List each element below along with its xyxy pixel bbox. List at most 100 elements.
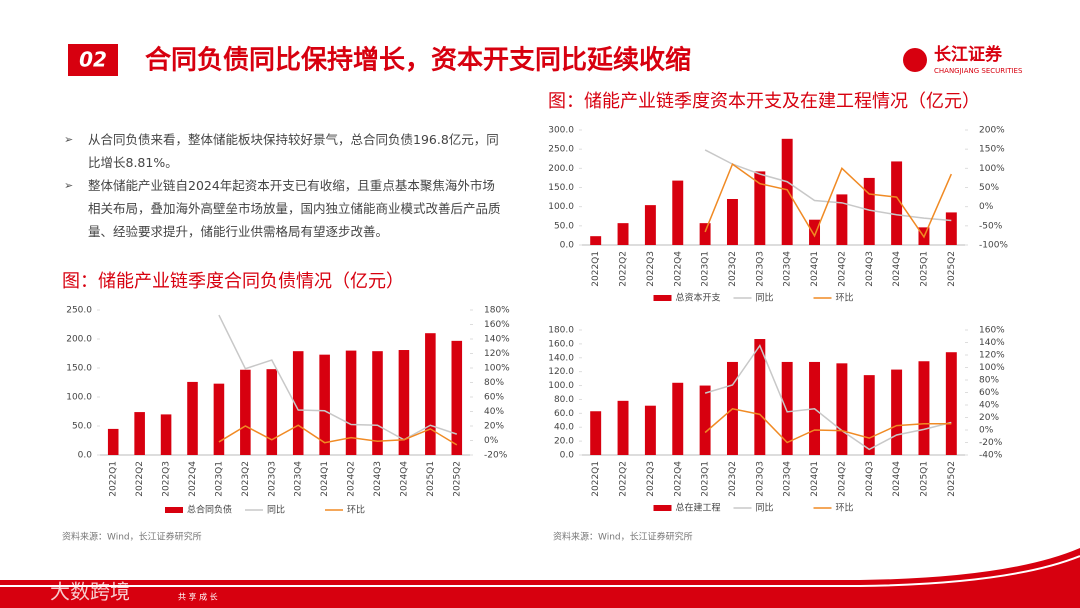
bar bbox=[754, 339, 766, 455]
x-tick-label: 2024Q1 bbox=[810, 461, 820, 497]
x-tick-label: 2023Q3 bbox=[755, 461, 765, 497]
y-tick-label: 50.0 bbox=[72, 422, 92, 432]
line bbox=[704, 149, 952, 222]
bar bbox=[160, 414, 172, 455]
source: 资料来源：Wind，长江证券研究所 bbox=[62, 531, 202, 543]
y2-tick-label: 140% bbox=[979, 338, 1005, 348]
x-tick-label: 2023Q3 bbox=[755, 251, 765, 287]
x-tick-label: 2022Q4 bbox=[188, 461, 198, 497]
x-tick-label: 2025Q2 bbox=[452, 461, 462, 497]
x-tick-label: 2023Q2 bbox=[728, 251, 738, 287]
y2-tick-label: 20% bbox=[979, 413, 999, 423]
y-tick-label: 150.0 bbox=[66, 364, 92, 374]
y-tick-label: 60.0 bbox=[554, 409, 574, 419]
y-tick-label: 100.0 bbox=[548, 381, 574, 391]
bar bbox=[945, 352, 957, 455]
bar bbox=[863, 375, 875, 455]
legend-label: 总资本开支 bbox=[676, 292, 721, 304]
y2-tick-label: 20% bbox=[484, 422, 504, 432]
y2-tick-label: 150% bbox=[979, 145, 1005, 155]
bar bbox=[266, 369, 278, 455]
bar bbox=[425, 333, 436, 455]
x-tick-label: 2022Q3 bbox=[646, 251, 656, 287]
y-tick-label: 100.0 bbox=[548, 202, 574, 212]
x-tick-label: 2024Q1 bbox=[810, 251, 820, 287]
footer-text: 共 享 成 长 bbox=[178, 592, 218, 602]
bar bbox=[699, 385, 711, 455]
x-tick-label: 2022Q3 bbox=[646, 461, 656, 497]
x-tick-label: 2024Q3 bbox=[865, 251, 875, 287]
bar bbox=[398, 350, 410, 455]
logo-en: CHANGJIANG SECURITIES bbox=[934, 67, 1023, 75]
line bbox=[218, 424, 458, 446]
bar bbox=[617, 223, 629, 245]
y2-tick-label: 160% bbox=[484, 320, 510, 330]
bar bbox=[781, 138, 793, 245]
y2-tick-label: 200% bbox=[979, 126, 1005, 136]
bar bbox=[644, 405, 656, 455]
bar bbox=[187, 381, 198, 455]
y2-tick-label: 60% bbox=[484, 393, 504, 403]
y-tick-label: 0.0 bbox=[560, 451, 575, 461]
x-tick-label: 2022Q2 bbox=[619, 251, 629, 287]
y2-tick-label: 0% bbox=[484, 436, 499, 446]
bullets: 从合同负债来看，整体储能板块保持较好景气，总合同负债196.8亿元，同比增长8.… bbox=[62, 128, 507, 243]
bar bbox=[891, 369, 903, 455]
line bbox=[218, 314, 458, 441]
y-tick-label: 80.0 bbox=[554, 395, 574, 405]
x-tick-label: 2022Q4 bbox=[673, 461, 683, 497]
y2-tick-label: -20% bbox=[979, 438, 1003, 448]
y-tick-label: 200.0 bbox=[548, 164, 574, 174]
bar bbox=[809, 219, 821, 245]
legend-label: 环比 bbox=[836, 292, 854, 304]
x-tick-label: 2025Q1 bbox=[919, 461, 929, 497]
chart-title: 图：储能产业链季度资本开支及在建工程情况（亿元） bbox=[548, 91, 980, 112]
bar bbox=[213, 383, 225, 455]
y2-tick-label: 40% bbox=[979, 401, 999, 411]
legend-label: 总在建工程 bbox=[676, 502, 721, 514]
legend-swatch bbox=[653, 505, 672, 511]
x-tick-label: 2023Q4 bbox=[783, 251, 793, 287]
footer-band bbox=[0, 548, 1080, 608]
x-tick-label: 2022Q1 bbox=[591, 251, 601, 287]
line bbox=[704, 344, 952, 451]
y-tick-label: 40.0 bbox=[554, 423, 574, 433]
y2-tick-label: -40% bbox=[979, 451, 1003, 461]
bar bbox=[945, 212, 957, 245]
y2-tick-label: -100% bbox=[979, 241, 1008, 251]
x-tick-label: 2024Q4 bbox=[892, 251, 902, 287]
chart-title: 图：储能产业链季度合同负债情况（亿元） bbox=[62, 271, 404, 292]
x-tick-label: 2025Q2 bbox=[947, 251, 957, 287]
x-tick-label: 2022Q3 bbox=[162, 461, 172, 497]
bar bbox=[292, 351, 304, 455]
y2-tick-label: 50% bbox=[979, 183, 999, 193]
y-tick-label: 140.0 bbox=[548, 353, 574, 363]
section-number: 02 bbox=[79, 48, 107, 72]
bar bbox=[644, 205, 656, 245]
y2-tick-label: 140% bbox=[484, 335, 510, 345]
bar bbox=[372, 351, 383, 455]
bar bbox=[863, 177, 875, 245]
x-tick-label: 2023Q4 bbox=[783, 461, 793, 497]
x-tick-label: 2024Q2 bbox=[347, 461, 357, 497]
y-tick-label: 50.0 bbox=[554, 221, 574, 231]
bar bbox=[107, 428, 119, 455]
section-badge bbox=[68, 44, 118, 76]
x-tick-label: 2023Q3 bbox=[267, 461, 277, 497]
y2-tick-label: 0% bbox=[979, 202, 994, 212]
y2-tick-label: 180% bbox=[484, 306, 510, 316]
legend-label: 总合同负债 bbox=[187, 504, 232, 516]
x-tick-label: 2022Q1 bbox=[109, 461, 119, 497]
y-tick-label: 120.0 bbox=[548, 367, 574, 377]
y2-tick-label: 100% bbox=[484, 364, 510, 374]
x-tick-label: 2024Q4 bbox=[892, 461, 902, 497]
x-tick-label: 2024Q3 bbox=[865, 461, 875, 497]
legend-label: 环比 bbox=[347, 504, 365, 516]
x-tick-label: 2024Q2 bbox=[837, 251, 847, 287]
x-tick-label: 2025Q1 bbox=[426, 461, 436, 497]
logo-mark bbox=[903, 48, 927, 72]
bar bbox=[345, 350, 357, 455]
bar bbox=[781, 361, 793, 455]
line bbox=[704, 407, 952, 444]
y2-tick-label: 100% bbox=[979, 363, 1005, 373]
